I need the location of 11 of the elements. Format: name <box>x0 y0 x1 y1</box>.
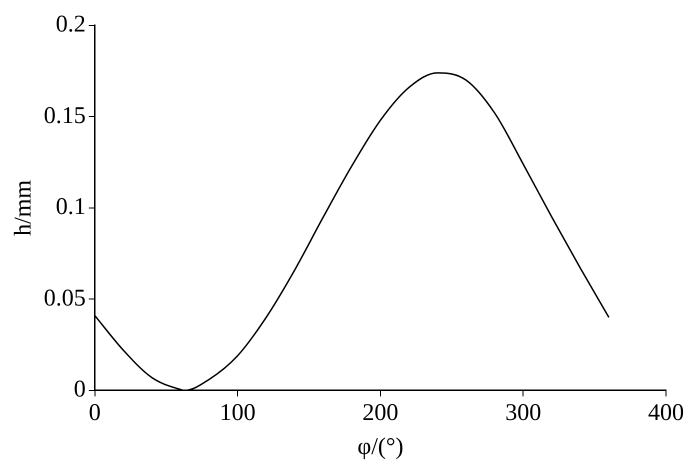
x-tick-label: 100 <box>220 400 256 426</box>
y-tick-label: 0.1 <box>56 194 86 220</box>
x-tick-label: 400 <box>648 400 684 426</box>
y-tick-label: 0.2 <box>56 12 86 38</box>
x-axis-title: φ/(°) <box>357 434 404 460</box>
y-axis-title: h/mm <box>10 180 37 236</box>
x-tick-label: 200 <box>362 400 398 426</box>
y-tick-label: 0 <box>74 376 86 403</box>
y-tick-label: 0.15 <box>44 102 86 129</box>
x-tick-label: 300 <box>505 400 542 426</box>
y-tick-label: 0.05 <box>44 285 86 312</box>
